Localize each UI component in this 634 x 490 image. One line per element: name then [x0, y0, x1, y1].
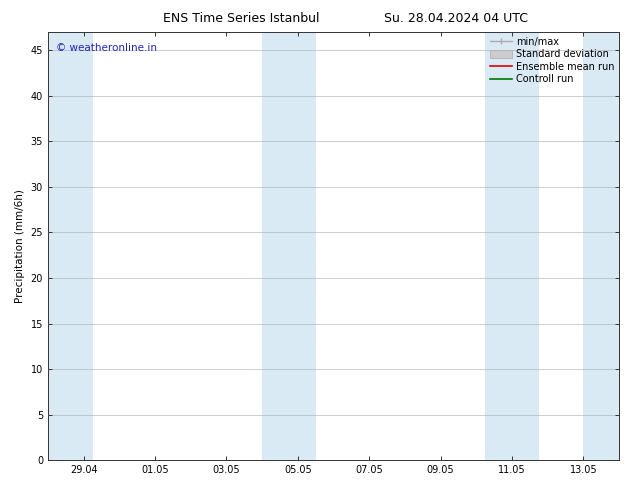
- Legend: min/max, Standard deviation, Ensemble mean run, Controll run: min/max, Standard deviation, Ensemble me…: [488, 35, 616, 86]
- Text: ENS Time Series Istanbul: ENS Time Series Istanbul: [163, 12, 319, 25]
- Y-axis label: Precipitation (mm/6h): Precipitation (mm/6h): [15, 189, 25, 303]
- Bar: [583, 32, 619, 460]
- Text: © weatheronline.in: © weatheronline.in: [56, 43, 157, 53]
- Text: Su. 28.04.2024 04 UTC: Su. 28.04.2024 04 UTC: [384, 12, 529, 25]
- Bar: [48, 32, 93, 460]
- Bar: [485, 32, 539, 460]
- Bar: [262, 32, 316, 460]
